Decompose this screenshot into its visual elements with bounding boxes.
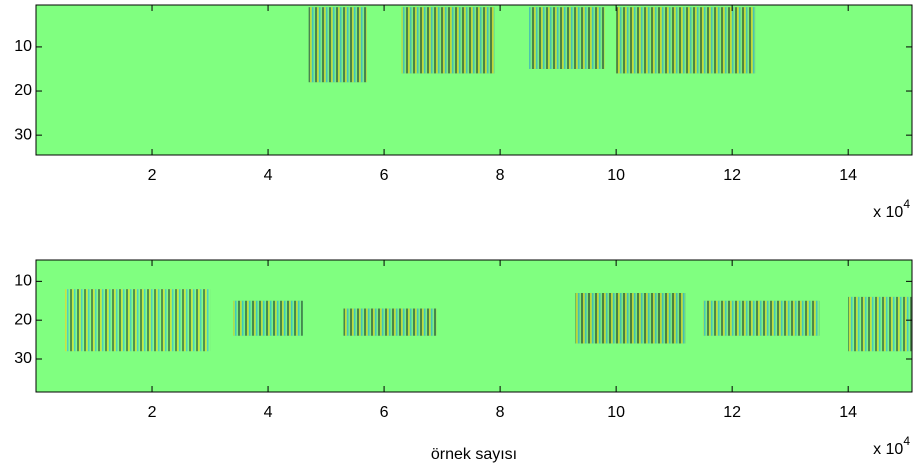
region-stripes bbox=[343, 308, 437, 336]
x-multiplier: x 104 bbox=[873, 434, 910, 458]
x-multiplier-base: x 10 bbox=[873, 441, 903, 458]
region-stripes bbox=[529, 7, 605, 69]
x-tick-label: 2 bbox=[148, 167, 157, 184]
x-multiplier-exponent: 4 bbox=[903, 434, 910, 448]
x-multiplier-base: x 10 bbox=[873, 204, 903, 221]
region-stripes bbox=[65, 289, 211, 352]
x-tick-label: 14 bbox=[839, 404, 857, 421]
y-tick-label: 30 bbox=[14, 126, 32, 143]
x-multiplier: x 104 bbox=[873, 197, 910, 221]
y-tick-label: 30 bbox=[14, 350, 32, 367]
x-tick-label: 10 bbox=[607, 167, 625, 184]
region-stripes bbox=[575, 293, 686, 344]
x-tick-label: 6 bbox=[380, 167, 389, 184]
x-tick-label: 4 bbox=[264, 167, 273, 184]
y-tick-label: 10 bbox=[14, 273, 32, 290]
axes-frame bbox=[35, 259, 913, 393]
y-tick-label: 20 bbox=[14, 311, 32, 328]
y-tick-label: 10 bbox=[14, 38, 32, 55]
x-tick-label: 12 bbox=[723, 404, 741, 421]
region-stripes bbox=[616, 7, 756, 74]
x-tick-label: 10 bbox=[607, 404, 625, 421]
x-axis-label: örnek sayısı bbox=[431, 446, 517, 463]
x-tick-label: 8 bbox=[496, 167, 505, 184]
region-stripes bbox=[308, 7, 367, 83]
x-multiplier-exponent: 4 bbox=[903, 197, 910, 211]
x-tick-label: 2 bbox=[148, 404, 157, 421]
region-stripes bbox=[233, 300, 303, 336]
x-tick-label: 6 bbox=[380, 404, 389, 421]
y-tick-label: 20 bbox=[14, 82, 32, 99]
region-stripes bbox=[848, 296, 912, 352]
x-tick-label: 4 bbox=[264, 404, 273, 421]
x-tick-label: 14 bbox=[839, 167, 857, 184]
region-stripes bbox=[401, 7, 495, 74]
region-stripes bbox=[703, 300, 820, 336]
x-tick-label: 12 bbox=[723, 167, 741, 184]
axes-frame bbox=[35, 4, 913, 156]
x-tick-label: 8 bbox=[496, 404, 505, 421]
